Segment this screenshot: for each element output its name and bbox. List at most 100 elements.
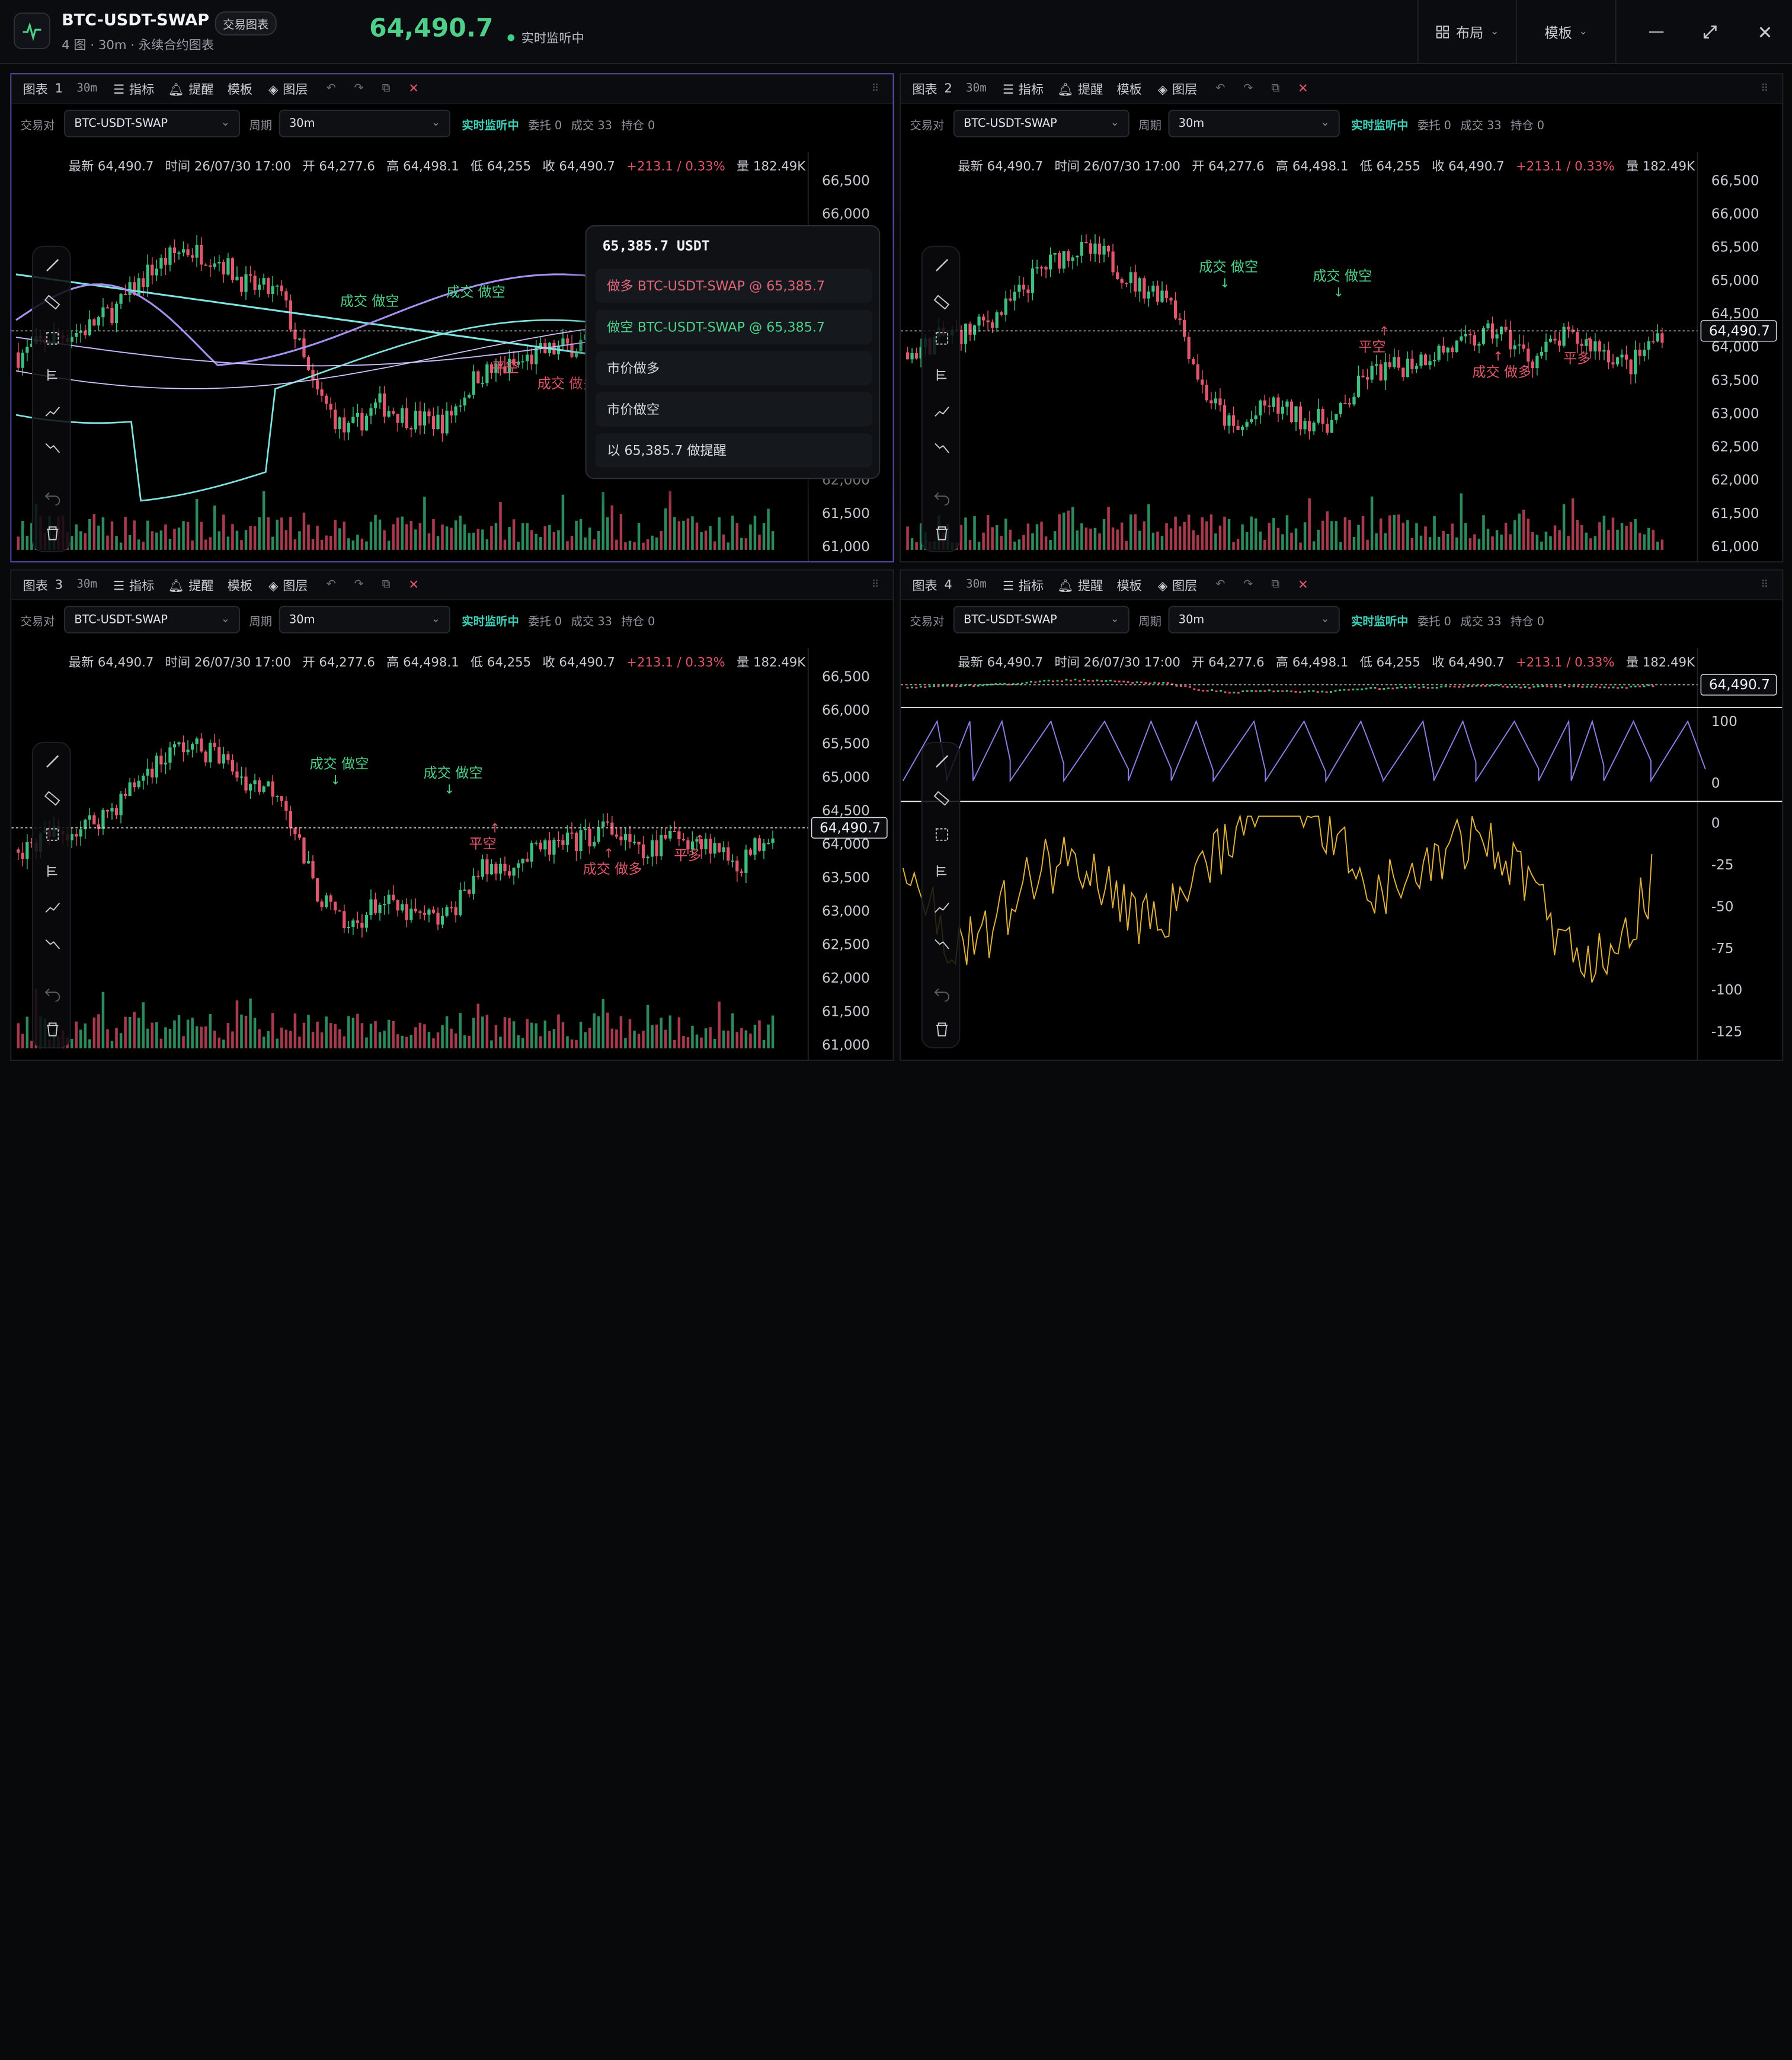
pair-select[interactable]: BTC-USDT-SWAP ⌄ xyxy=(953,606,1129,634)
tool-trend-down[interactable] xyxy=(33,430,72,466)
layers-button[interactable]: ◈ 图层 xyxy=(268,79,308,98)
tool-ruler[interactable] xyxy=(33,780,72,817)
tool-select-rect[interactable] xyxy=(923,320,962,357)
indicators-button[interactable]: ☰ 指标 xyxy=(113,79,154,98)
tool-select-rect[interactable] xyxy=(33,320,72,357)
redo-icon[interactable]: ↷ xyxy=(354,82,364,95)
chart-canvas[interactable]: 64,490.7 100 0 0 -25 -50 -75 -100 -125 xyxy=(901,571,1783,1061)
tool-fibonacci[interactable] xyxy=(923,357,962,394)
close-panel-icon[interactable]: ✕ xyxy=(1297,81,1308,97)
tool-fibonacci[interactable] xyxy=(33,853,72,890)
tool-line-tool[interactable] xyxy=(923,743,962,780)
tool-line-tool[interactable] xyxy=(923,247,962,284)
pair-select[interactable]: BTC-USDT-SWAP ⌄ xyxy=(64,606,241,634)
undo-icon[interactable]: ↶ xyxy=(326,82,336,95)
tool-trash[interactable] xyxy=(923,1010,962,1047)
indicators-button[interactable]: ☰ 指标 xyxy=(1003,575,1044,594)
tool-trend-up[interactable] xyxy=(33,394,72,430)
drag-handle-icon[interactable]: ⠿ xyxy=(1761,82,1769,95)
templates-button[interactable]: 模板 xyxy=(227,81,253,97)
tool-trash[interactable] xyxy=(923,514,962,551)
candle-body xyxy=(1039,267,1044,268)
close-panel-icon[interactable]: ✕ xyxy=(408,577,420,593)
tool-ruler[interactable] xyxy=(33,283,72,320)
close-panel-icon[interactable]: ✕ xyxy=(408,81,420,97)
tool-undo-draw[interactable] xyxy=(33,478,72,514)
indicators-button[interactable]: ☰ 指标 xyxy=(113,575,154,594)
chart-canvas[interactable]: 66,50066,00065,50065,00064,50064,00063,5… xyxy=(11,571,894,1061)
volume-bar xyxy=(137,539,140,550)
layers-button[interactable]: ◈ 图层 xyxy=(268,575,308,594)
tool-trash[interactable] xyxy=(33,514,72,551)
chart-canvas[interactable]: 66,50066,00065,50065,00064,50064,00063,5… xyxy=(901,74,1783,562)
tool-trend-down[interactable] xyxy=(923,926,962,962)
redo-icon[interactable]: ↷ xyxy=(354,578,364,591)
pair-select[interactable]: BTC-USDT-SWAP ⌄ xyxy=(64,110,241,137)
layers-button[interactable]: ◈ 图层 xyxy=(1158,79,1197,98)
template-button[interactable]: 模板 ⌄ xyxy=(1515,0,1617,65)
undo-icon[interactable]: ↶ xyxy=(1215,578,1225,591)
alerts-button[interactable]: 🔔︎ 提醒 xyxy=(168,79,213,98)
period-select[interactable]: 30m ⌄ xyxy=(1168,110,1340,137)
minimize-button[interactable]: — xyxy=(1630,0,1683,64)
templates-button[interactable]: 模板 xyxy=(227,578,253,593)
drag-handle-icon[interactable]: ⠿ xyxy=(871,579,879,591)
close-panel-icon[interactable]: ✕ xyxy=(1297,577,1308,593)
popout-icon[interactable]: ⧉ xyxy=(1271,578,1280,591)
interval-badge[interactable]: 30m xyxy=(966,82,987,95)
chart-canvas[interactable]: 66,50066,00065,50065,00064,50064,00063,5… xyxy=(11,74,894,562)
close-button[interactable]: ✕ xyxy=(1737,0,1792,64)
drag-handle-icon[interactable]: ⠿ xyxy=(1761,579,1769,591)
popout-icon[interactable]: ⧉ xyxy=(382,578,391,591)
tool-select-rect[interactable] xyxy=(923,816,962,853)
tool-fibonacci[interactable] xyxy=(923,853,962,890)
tool-select-rect[interactable] xyxy=(33,816,72,853)
interval-badge[interactable]: 30m xyxy=(966,578,987,591)
period-select[interactable]: 30m ⌄ xyxy=(1168,606,1340,634)
candle-body xyxy=(423,411,427,426)
panel-controls: 交易对 BTC-USDT-SWAP ⌄ 周期 30m ⌄ 实时监听中 委托 0 成交 33 持仓 … xyxy=(11,604,892,634)
tool-line-tool[interactable] xyxy=(33,743,72,780)
period-select[interactable]: 30m ⌄ xyxy=(279,110,451,137)
tool-undo-draw[interactable] xyxy=(923,478,962,514)
layout-button[interactable]: 布局 ⌄ xyxy=(1417,0,1516,65)
tool-ruler[interactable] xyxy=(923,283,962,320)
alerts-button[interactable]: 🔔︎ 提醒 xyxy=(1057,575,1103,594)
context-menu-item[interactable]: 市价做多 xyxy=(596,351,872,386)
period-select[interactable]: 30m ⌄ xyxy=(279,606,451,634)
interval-badge[interactable]: 30m xyxy=(76,578,98,591)
interval-badge[interactable]: 30m xyxy=(76,82,98,95)
tool-trend-up[interactable] xyxy=(923,394,962,430)
volume-bar xyxy=(512,1021,516,1048)
tool-undo-draw[interactable] xyxy=(923,974,962,1011)
expand-button[interactable] xyxy=(1682,0,1737,64)
context-menu-item[interactable]: 做多 BTC-USDT-SWAP @ 65,385.7 xyxy=(596,268,872,303)
volume-bar xyxy=(133,520,136,550)
alerts-button[interactable]: 🔔︎ 提醒 xyxy=(168,575,213,594)
alerts-button[interactable]: 🔔︎ 提醒 xyxy=(1057,79,1103,98)
pair-select[interactable]: BTC-USDT-SWAP ⌄ xyxy=(953,110,1129,137)
layers-button[interactable]: ◈ 图层 xyxy=(1158,575,1197,594)
undo-icon[interactable]: ↶ xyxy=(326,578,336,591)
drag-handle-icon[interactable]: ⠿ xyxy=(871,82,879,95)
tool-fibonacci[interactable] xyxy=(33,357,72,394)
tool-ruler[interactable] xyxy=(923,780,962,817)
tool-line-tool[interactable] xyxy=(33,247,72,284)
tool-trash[interactable] xyxy=(33,1010,72,1047)
popout-icon[interactable]: ⧉ xyxy=(382,82,391,95)
tool-trend-up[interactable] xyxy=(33,890,72,926)
templates-button[interactable]: 模板 xyxy=(1116,578,1142,593)
tool-trend-down[interactable] xyxy=(923,430,962,466)
redo-icon[interactable]: ↷ xyxy=(1243,82,1253,95)
context-menu-item[interactable]: 市价做空 xyxy=(596,392,872,427)
tool-undo-draw[interactable] xyxy=(33,974,72,1011)
redo-icon[interactable]: ↷ xyxy=(1243,578,1253,591)
tool-trend-up[interactable] xyxy=(923,890,962,926)
context-menu-item[interactable]: 做空 BTC-USDT-SWAP @ 65,385.7 xyxy=(596,309,872,344)
popout-icon[interactable]: ⧉ xyxy=(1271,82,1280,95)
tool-trend-down[interactable] xyxy=(33,926,72,962)
indicators-button[interactable]: ☰ 指标 xyxy=(1003,79,1044,98)
undo-icon[interactable]: ↶ xyxy=(1215,82,1225,95)
templates-button[interactable]: 模板 xyxy=(1116,81,1142,97)
context-menu-item[interactable]: 以 65,385.7 做提醒 xyxy=(596,433,872,468)
